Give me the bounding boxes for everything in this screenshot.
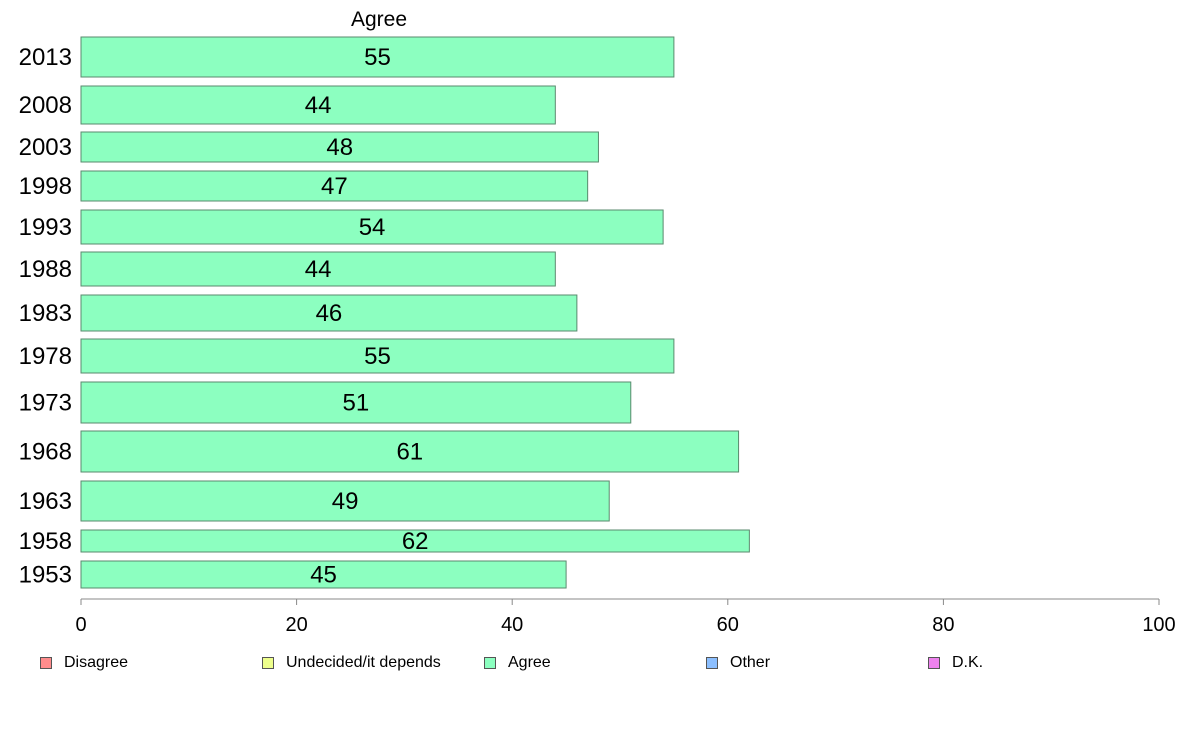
bar-2003 (80, 131, 599, 163)
y-tick-label-1993: 1993 (19, 214, 72, 241)
chart-title: Agree (351, 8, 407, 31)
bar-value-label-1983: 46 (316, 300, 343, 327)
x-tick-label-20: 20 (285, 614, 307, 636)
y-tick-label-1968: 1968 (19, 439, 72, 466)
legend-swatch-disagree (40, 657, 52, 669)
legend: Disagree Undecided/it depends Agree Othe… (0, 652, 1188, 676)
y-tick-label-2013: 2013 (19, 44, 72, 71)
bar-2008 (80, 85, 556, 125)
legend-swatch-dk (928, 657, 940, 669)
bar-value-label-1968: 61 (396, 439, 423, 466)
x-tick-label-80: 80 (932, 614, 954, 636)
legend-item-undecided: Undecided/it depends (262, 652, 441, 674)
y-tick-label-1998: 1998 (19, 173, 72, 200)
bar-1973 (80, 381, 632, 424)
bar-2013 (80, 36, 675, 78)
bars-group: 55 2013 44 2008 48 2003 47 1998 54 1993 44 1988 46 19… (19, 36, 750, 589)
bar-value-label-1958: 62 (402, 528, 429, 555)
bar-value-label-2008: 44 (305, 92, 332, 119)
y-tick-label-1978: 1978 (19, 343, 72, 370)
legend-swatch-agree (484, 657, 496, 669)
x-tick-label-0: 0 (75, 614, 86, 636)
y-tick-label-1988: 1988 (19, 256, 72, 283)
bar-1963 (80, 480, 610, 522)
y-tick-label-1953: 1953 (19, 562, 72, 589)
bar-1988 (80, 251, 556, 287)
legend-item-dk: D.K. (928, 652, 983, 674)
x-axis: 0 20 40 60 80 100 (75, 598, 1176, 636)
legend-item-agree: Agree (484, 652, 551, 674)
y-tick-label-2003: 2003 (19, 134, 72, 161)
bar-1978 (80, 338, 675, 374)
bar-value-label-1953: 45 (310, 562, 337, 589)
bar-1993 (80, 209, 664, 245)
y-tick-label-1963: 1963 (19, 488, 72, 515)
x-tick-label-100: 100 (1142, 614, 1175, 636)
legend-item-other: Other (706, 652, 770, 674)
x-tick-label-60: 60 (717, 614, 739, 636)
legend-label-undecided: Undecided/it depends (286, 654, 441, 671)
bar-value-label-1978: 55 (364, 343, 391, 370)
bar-value-label-2003: 48 (326, 134, 353, 161)
legend-label-agree: Agree (508, 654, 551, 671)
legend-swatch-other (706, 657, 718, 669)
y-tick-label-1973: 1973 (19, 390, 72, 417)
legend-item-disagree: Disagree (40, 652, 128, 674)
bar-1953 (80, 560, 567, 589)
bar-value-label-1998: 47 (321, 173, 348, 200)
legend-label-disagree: Disagree (64, 654, 129, 671)
bar-1998 (80, 170, 589, 202)
bar-value-label-2013: 55 (364, 44, 391, 71)
y-tick-label-1958: 1958 (19, 528, 72, 555)
bar-1958 (80, 529, 750, 553)
legend-label-dk: D.K. (952, 654, 984, 671)
y-tick-label-2008: 2008 (19, 92, 72, 119)
bar-1968 (80, 430, 740, 473)
bar-1983 (80, 294, 578, 332)
bar-value-label-1973: 51 (343, 390, 370, 417)
x-tick-label-40: 40 (501, 614, 523, 636)
bar-value-label-1993: 54 (359, 214, 386, 241)
legend-swatch-undecided (262, 657, 274, 669)
legend-label-other: Other (730, 654, 771, 671)
bar-value-label-1963: 49 (332, 488, 359, 515)
y-tick-label-1983: 1983 (19, 300, 72, 327)
bar-value-label-1988: 44 (305, 256, 332, 283)
